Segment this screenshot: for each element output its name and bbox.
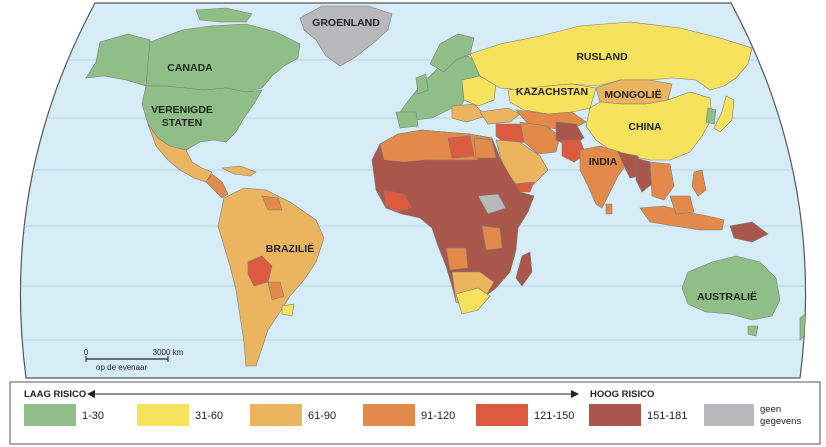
legend-label-61-90: 61-90	[308, 410, 336, 422]
scale-zero: 0	[84, 348, 89, 357]
borneo-region	[669, 195, 695, 215]
korea-region	[705, 107, 717, 125]
egypt-region	[473, 137, 497, 159]
landmasses: GROENLAND CANADA VERENIGDE STATEN RUSLAN…	[20, 5, 806, 367]
legend-label-31-60: 31-60	[195, 410, 223, 422]
legend: LAAG RISICO HOOG RISICO 1-30 31-60 61-90 91…	[9, 381, 821, 445]
west-africa-coast-region	[383, 189, 413, 213]
legend-label-1-30: 1-30	[82, 410, 104, 422]
scandinavia-region	[429, 33, 475, 73]
alaska-region	[85, 33, 151, 87]
legend-high-label: HOOG RISICO	[590, 389, 654, 400]
india-region	[579, 145, 629, 209]
legend-swatch-1-30	[24, 404, 76, 426]
legend-swatch-31-60	[137, 404, 189, 426]
label-brazil: BRAZILIË	[266, 242, 314, 255]
label-greenland: GROENLAND	[312, 17, 380, 29]
nepal-bangladesh-region	[617, 151, 641, 179]
new-guinea-region	[729, 221, 769, 243]
legend-swatch-121-150	[476, 404, 528, 426]
balkans-region	[451, 103, 487, 123]
tasmania-region	[747, 325, 759, 337]
label-usa-line2: STATEN	[162, 117, 202, 129]
uruguay-region	[281, 303, 295, 317]
scale-note: op de evenaar	[96, 363, 147, 372]
turkey-region	[479, 107, 521, 125]
central-america-region	[205, 173, 229, 199]
label-canada: CANADA	[167, 62, 213, 74]
label-usa-line1: VERENIGDE	[151, 104, 213, 116]
myanmar-region	[635, 157, 653, 193]
label-china: CHINA	[628, 121, 662, 133]
label-kazakhstan: KAZACHSTAN	[516, 86, 588, 98]
legend-items: 1-30 31-60 61-90 91-120 121-150 151-181	[24, 404, 687, 426]
angola-region	[445, 247, 469, 271]
label-australia: AUSTRALIË	[697, 290, 757, 303]
south-america-region	[217, 187, 325, 367]
scale-bar: 0 3000 km op de evenaar	[84, 348, 184, 372]
uk-region	[415, 73, 429, 95]
legend-low-label: LAAG RISICO	[24, 389, 86, 400]
legend-swatch-91-120	[363, 404, 415, 426]
canada-islands	[195, 7, 253, 23]
tanzania-region	[481, 225, 503, 251]
scale-distance: 3000 km	[153, 348, 184, 357]
libya-region	[447, 135, 475, 159]
australia-region	[681, 255, 781, 321]
paraguay-region	[267, 281, 285, 301]
greenland-region	[299, 5, 393, 67]
southeast-asia-region	[649, 161, 675, 201]
label-india: INDIA	[589, 156, 618, 168]
sri-lanka-region	[605, 203, 613, 215]
legend-no-data-line2: gegevens	[760, 416, 801, 427]
legend-swatch-61-90	[250, 404, 302, 426]
china-region	[585, 91, 713, 161]
ethiopia-region	[477, 193, 507, 215]
legend-label-151-181: 151-181	[647, 410, 687, 422]
legend-swatch-151-181	[589, 404, 641, 426]
guyana-region	[261, 195, 283, 211]
japan-region	[713, 95, 735, 133]
south-africa-region	[455, 287, 491, 315]
mexico-region	[147, 123, 213, 183]
legend-swatch-no-data	[704, 404, 754, 426]
label-mongolia: MONGOLIË	[604, 88, 661, 101]
legend-label-91-120: 91-120	[421, 410, 455, 422]
label-russia: RUSLAND	[576, 51, 628, 63]
iberia-region	[395, 111, 419, 129]
madagascar-region	[515, 251, 533, 287]
legend-no-data-line1: geen	[760, 404, 781, 415]
kazakhstan-region	[507, 83, 597, 115]
caribbean-region	[220, 165, 257, 177]
legend-label-121-150: 121-150	[534, 410, 574, 422]
philippines-region	[691, 169, 707, 197]
